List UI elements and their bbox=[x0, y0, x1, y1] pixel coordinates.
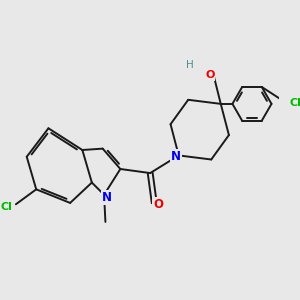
Text: N: N bbox=[102, 191, 112, 204]
Text: O: O bbox=[205, 70, 214, 80]
Text: Cl: Cl bbox=[290, 98, 300, 107]
Text: O: O bbox=[153, 198, 163, 211]
Text: Cl: Cl bbox=[0, 202, 12, 212]
Text: N: N bbox=[171, 150, 181, 163]
Text: H: H bbox=[186, 59, 194, 70]
